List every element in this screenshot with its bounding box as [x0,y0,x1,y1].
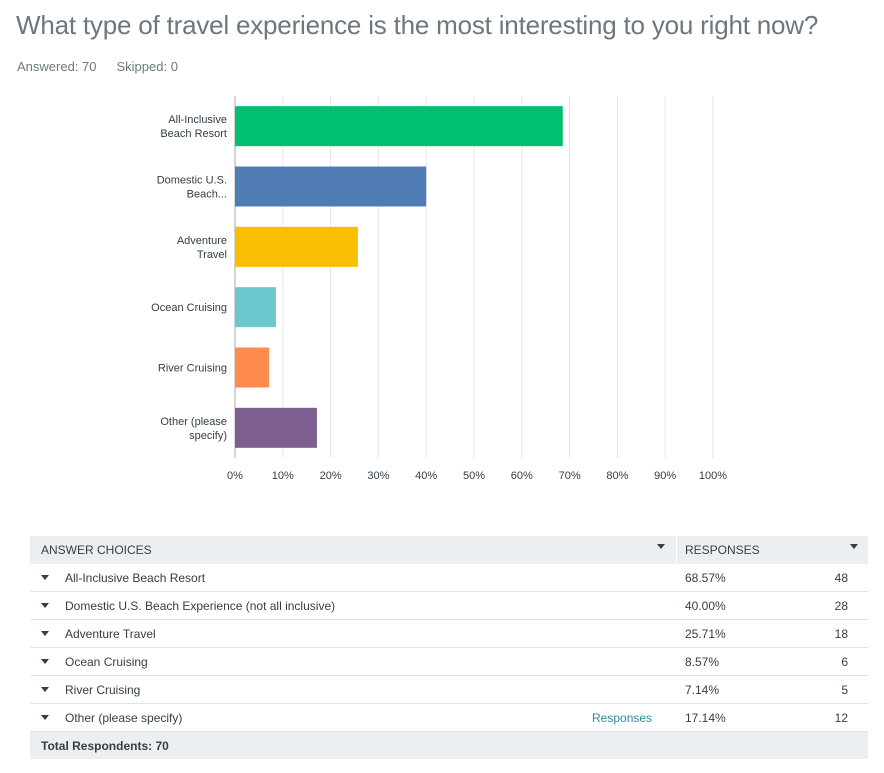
x-tick-label: 30% [367,470,389,482]
category-label: Domestic U.S. [157,175,227,187]
x-tick-label: 50% [463,470,485,482]
table-row: All-Inclusive Beach Resort 68.57% 48 [30,564,868,592]
responses-header[interactable]: RESPONSES [685,543,760,557]
sort-responses-caret-icon[interactable] [850,544,858,549]
category-label: specify) [189,430,227,442]
answer-choice-label: Adventure Travel [65,627,156,641]
table-row: Ocean Cruising 8.57% 6 [30,648,868,676]
answer-choice-label: Domestic U.S. Beach Experience (not all … [65,599,336,613]
answer-table: ANSWER CHOICES RESPONSES All-Inclusive B… [30,536,868,759]
response-percent: 25.71% [685,627,726,641]
view-responses-link[interactable]: Responses [592,711,653,725]
table-header: ANSWER CHOICES RESPONSES [30,536,868,564]
table-row: Domestic U.S. Beach Experience (not all … [30,592,868,620]
category-label: Ocean Cruising [151,302,227,314]
bar-chart: 0% 10% 20% 30% 40% 50% 60% 70% 80% 90% 100% All-Inc… [151,96,727,482]
table-body: All-Inclusive Beach Resort 68.57% 48 Domest… [30,564,868,732]
bar [235,166,427,207]
row-expand-caret-icon[interactable] [41,631,49,636]
table-row: River Cruising 7.14% 5 [30,676,868,704]
response-percent: 7.14% [685,683,720,697]
skipped-count: Skipped: 0 [116,59,178,74]
response-count: 6 [841,655,848,669]
category-label: Travel [197,249,227,261]
response-count: 12 [834,711,848,725]
response-count: 28 [834,599,848,613]
answer-choice-label: All-Inclusive Beach Resort [65,571,206,585]
x-tick-label: 40% [415,470,437,482]
response-percent: 40.00% [685,599,726,613]
x-tick-label: 70% [559,470,581,482]
table-footer: Total Respondents: 70 [30,732,868,759]
response-meta: Answered: 70 Skipped: 0 [17,59,178,74]
row-expand-caret-icon[interactable] [41,715,49,720]
row-expand-caret-icon[interactable] [41,603,49,608]
row-expand-caret-icon[interactable] [41,687,49,692]
table-row: Other (please specify) Responses 17.14% 12 [30,704,868,732]
response-percent: 17.14% [685,711,726,725]
response-count: 5 [841,683,848,697]
row-expand-caret-icon[interactable] [41,659,49,664]
answer-choices-header[interactable]: ANSWER CHOICES [41,543,152,557]
bar [235,226,358,267]
category-label: River Cruising [158,363,227,375]
question-title: What type of travel experience is the mo… [16,10,819,40]
x-tick-label: 60% [511,470,533,482]
response-percent: 8.57% [685,655,720,669]
answer-choice-label: Other (please specify) [65,711,183,725]
sort-choices-caret-icon[interactable] [657,544,665,549]
row-expand-caret-icon[interactable] [41,575,49,580]
bar [235,407,317,448]
category-label: Beach... [187,189,227,201]
x-tick-label: 20% [320,470,342,482]
x-tick-label: 90% [654,470,676,482]
x-tick-label: 10% [272,470,294,482]
response-count: 18 [834,627,848,641]
answered-count: Answered: 70 [17,59,97,74]
category-label: Beach Resort [160,128,227,140]
category-label: Other (please [160,416,227,428]
response-count: 48 [834,571,848,585]
answer-choice-label: Ocean Cruising [65,655,148,669]
bar [235,106,563,147]
bar [235,347,270,388]
total-respondents: Total Respondents: 70 [41,739,169,753]
answer-choice-label: River Cruising [65,683,141,697]
category-label: All-Inclusive [168,114,227,126]
category-label: Adventure [177,235,227,247]
header-divider [676,536,677,564]
x-tick-label: 80% [606,470,628,482]
x-tick-label: 0% [227,470,243,482]
x-tick-label: 100% [699,470,727,482]
table-row: Adventure Travel 25.71% 18 [30,620,868,648]
bar [235,287,276,328]
response-percent: 68.57% [685,571,726,585]
